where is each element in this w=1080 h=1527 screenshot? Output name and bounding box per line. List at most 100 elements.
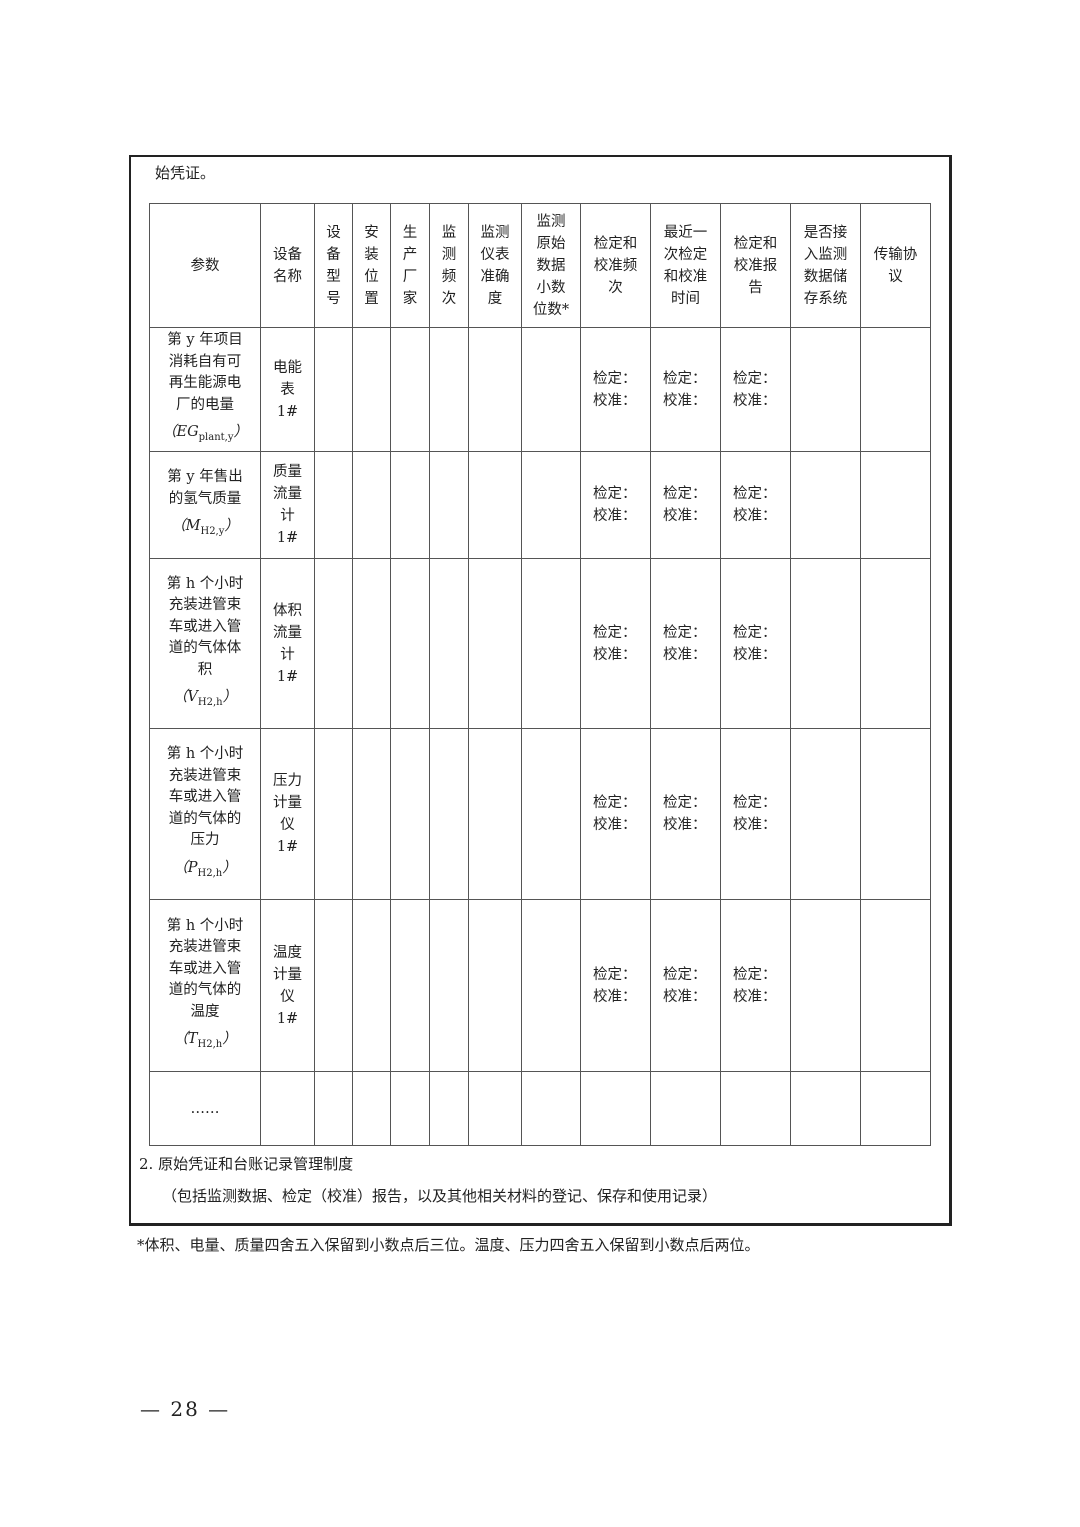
symbol-subscript: plant,y [198, 432, 234, 444]
empty-cell [429, 1071, 469, 1146]
column-header: 参数 [149, 203, 261, 328]
empty-cell [429, 558, 469, 729]
parameter-cell: 第 h 个小时 充装进管束 车或进入管 道的气体的 温度 （TH2,h） [149, 899, 261, 1072]
parameter-name: 第 y 年项目 消耗自有可 再生能源电 厂的电量 [167, 332, 243, 413]
calibration-cell: 检定： 校准： [580, 558, 651, 729]
parameter-cell: 第 y 年售出 的氢气质量 （MH2,y） [149, 451, 261, 559]
column-header: 最近一 次检定 和校准 时间 [650, 203, 721, 328]
column-header: 安 装 位 置 [352, 203, 391, 328]
monitoring-equipment-table: 参数 设备 名称设 备 型 号安 装 位 置生 产 厂 家监 测 频 次监测 仪表… [149, 203, 931, 1146]
empty-cell [352, 728, 391, 900]
empty-cell [790, 451, 861, 559]
empty-cell [790, 327, 861, 452]
empty-cell [468, 1071, 522, 1146]
table-row: 第 y 年项目 消耗自有可 再生能源电 厂的电量 （EGplant,y） 电能 表 … [149, 327, 931, 452]
empty-cell [860, 899, 931, 1072]
empty-cell [860, 327, 931, 452]
calibration-cell: 检定： 校准： [650, 451, 721, 559]
column-header: 监测 原始 数据 小数 位数* [521, 203, 581, 328]
empty-cell [390, 558, 430, 729]
table-row: 第 h 个小时 充装进管束 车或进入管 道的气体的 压力 （PH2,h） 压力 计量… [149, 728, 931, 900]
empty-cell [390, 1071, 430, 1146]
empty-cell [468, 728, 522, 900]
empty-cell [521, 728, 581, 900]
device-name-cell: 体积 流量 计 1# [260, 558, 315, 729]
device-name-cell: 温度 计量 仪 1# [260, 899, 315, 1072]
empty-cell [390, 899, 430, 1072]
empty-cell [390, 327, 430, 452]
device-name-cell: 电能 表 1# [260, 327, 315, 452]
column-header: 检定和 校准报 告 [720, 203, 791, 328]
form-frame [129, 155, 952, 1226]
parameter-name: 第 h 个小时 充装进管束 车或进入管 道的气体体 积 [166, 575, 244, 678]
symbol-subscript: H2,h [197, 1038, 223, 1050]
calibration-cell: 检定： 校准： [580, 728, 651, 900]
calibration-cell: 检定： 校准： [580, 327, 651, 452]
empty-cell [720, 1071, 791, 1146]
empty-cell [352, 451, 391, 559]
parameter-cell: 第 y 年项目 消耗自有可 再生能源电 厂的电量 （EGplant,y） [149, 327, 261, 452]
parameter-name: 第 h 个小时 充装进管束 车或进入管 道的气体的 温度 [166, 917, 244, 1020]
empty-cell [790, 558, 861, 729]
empty-cell [314, 1071, 353, 1146]
column-header: 是否接 入监测 数据储 存系统 [790, 203, 861, 328]
calibration-cell: 检定： 校准： [580, 899, 651, 1072]
parameter-name: 第 y 年售出 的氢气质量 [167, 469, 243, 507]
empty-cell [790, 899, 861, 1072]
empty-cell [468, 327, 522, 452]
ellipsis-cell: …… [149, 1071, 261, 1146]
parameter-symbol: （VH2,h） [150, 687, 260, 713]
column-header: 设备 名称 [260, 203, 315, 328]
calibration-cell: 检定： 校准： [720, 451, 791, 559]
parameter-symbol: （MH2,y） [150, 516, 260, 542]
empty-cell [521, 1071, 581, 1146]
symbol-base: （M [171, 518, 201, 535]
empty-cell [314, 451, 353, 559]
empty-cell [429, 728, 469, 900]
empty-cell [790, 728, 861, 900]
empty-cell [429, 327, 469, 452]
table-row: 第 h 个小时 充装进管束 车或进入管 道的气体体 积 （VH2,h） 体积 流量 … [149, 558, 931, 729]
empty-cell [521, 451, 581, 559]
calibration-cell: 检定： 校准： [720, 899, 791, 1072]
calibration-cell: 检定： 校准： [720, 558, 791, 729]
empty-cell [521, 327, 581, 452]
symbol-base: （EG [161, 424, 199, 441]
column-header: 监测 仪表 准确 度 [468, 203, 522, 328]
table-row-ellipsis: …… [149, 1071, 931, 1146]
calibration-cell: 检定： 校准： [720, 728, 791, 900]
empty-cell [314, 728, 353, 900]
parameter-symbol: （EGplant,y） [150, 422, 260, 448]
symbol-base: （P [173, 859, 198, 876]
empty-cell [860, 451, 931, 559]
column-header: 传输协 议 [860, 203, 931, 328]
column-header: 设 备 型 号 [314, 203, 353, 328]
parameter-symbol: （TH2,h） [150, 1029, 260, 1055]
page-number: — 28 — [140, 1397, 231, 1421]
intro-text: 始凭证。 [155, 164, 216, 182]
empty-cell [468, 899, 522, 1072]
symbol-subscript: H2,h [197, 867, 223, 879]
symbol-base: （T [173, 1031, 198, 1048]
parameter-symbol: （PH2,h） [150, 858, 260, 884]
empty-cell [314, 899, 353, 1072]
symbol-base: （V [172, 689, 198, 706]
calibration-cell: 检定： 校准： [650, 728, 721, 900]
calibration-cell: 检定： 校准： [650, 327, 721, 452]
empty-cell [650, 1071, 721, 1146]
column-header: 监 测 频 次 [429, 203, 469, 328]
device-name-cell: 压力 计量 仪 1# [260, 728, 315, 900]
empty-cell [580, 1071, 651, 1146]
calibration-cell: 检定： 校准： [580, 451, 651, 559]
empty-cell [429, 899, 469, 1072]
symbol-subscript: H2,h [197, 696, 223, 708]
symbol-end: ） [222, 859, 237, 876]
header-row: 参数 设备 名称设 备 型 号安 装 位 置生 产 厂 家监 测 频 次监测 仪表… [149, 203, 931, 328]
empty-cell [314, 327, 353, 452]
parameter-cell: 第 h 个小时 充装进管束 车或进入管 道的气体体 积 （VH2,h） [149, 558, 261, 729]
calibration-cell: 检定： 校准： [650, 558, 721, 729]
empty-cell [860, 728, 931, 900]
column-header: 生 产 厂 家 [390, 203, 430, 328]
footnote: *体积、电量、质量四舍五入保留到小数点后三位。温度、压力四舍五入保留到小数点后两… [137, 1236, 760, 1254]
empty-cell [860, 558, 931, 729]
